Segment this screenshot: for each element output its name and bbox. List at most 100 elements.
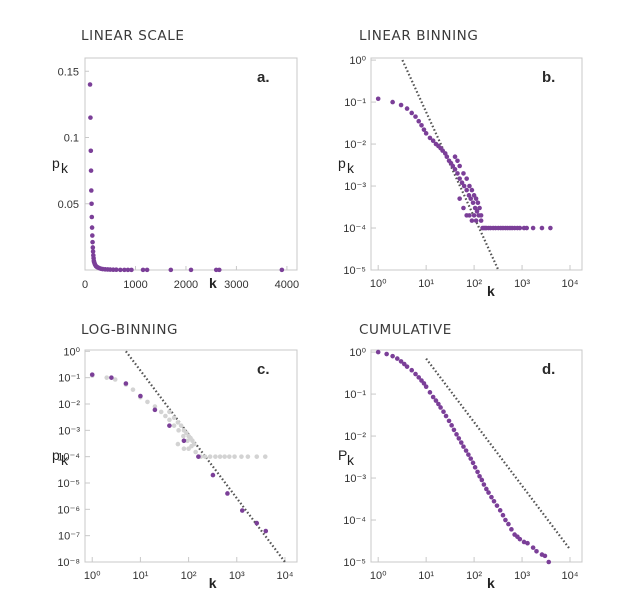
data-point bbox=[517, 536, 523, 542]
data-point bbox=[467, 213, 472, 218]
data-point bbox=[450, 163, 456, 169]
plot-frame bbox=[370, 57, 583, 271]
data-point bbox=[474, 209, 480, 214]
background-data-point bbox=[163, 413, 168, 419]
data-point bbox=[478, 218, 484, 223]
background-data-point bbox=[217, 454, 223, 459]
background-data-point bbox=[112, 377, 118, 382]
background-data-point bbox=[184, 430, 189, 436]
data-point bbox=[509, 527, 514, 532]
data-point bbox=[489, 494, 494, 500]
y-axis-label: p bbox=[52, 155, 60, 171]
data-point bbox=[409, 367, 415, 373]
data-point bbox=[88, 148, 94, 154]
data-point bbox=[457, 176, 462, 181]
data-point bbox=[470, 460, 476, 466]
panel-b: LINEAR BINNING b. 10⁰ 10¹ 10² 10³ 10⁴ 10⁰ 10⁻¹ 10… bbox=[338, 28, 583, 299]
y-tick-label: 10⁻³ bbox=[344, 181, 366, 193]
x-tick-label: 10⁴ bbox=[562, 278, 579, 290]
background-data-point bbox=[213, 454, 218, 459]
data-point bbox=[375, 96, 381, 102]
y-tick-label: 10⁻⁷ bbox=[58, 531, 80, 543]
data-point bbox=[461, 444, 466, 449]
y-tick-label: 10⁻³ bbox=[58, 425, 80, 437]
background-data-point bbox=[104, 375, 110, 380]
data-point bbox=[225, 491, 230, 496]
data-point bbox=[464, 187, 469, 193]
data-point bbox=[478, 213, 484, 218]
x-axis-label: k bbox=[487, 575, 495, 591]
x-tick-label: 10¹ bbox=[418, 278, 434, 290]
data-point bbox=[457, 163, 462, 169]
data-point bbox=[90, 233, 95, 238]
x-tick-label: 10⁰ bbox=[370, 278, 387, 290]
background-data-point bbox=[254, 454, 260, 459]
data-point bbox=[475, 469, 480, 475]
data-point bbox=[452, 154, 458, 159]
data-point bbox=[497, 508, 503, 513]
y-axis-label: P bbox=[338, 447, 347, 463]
data-point bbox=[421, 381, 427, 386]
y-tick-label: 10⁻¹ bbox=[344, 97, 366, 109]
data-point bbox=[463, 448, 469, 453]
y-tick-label: 0.05 bbox=[58, 199, 79, 211]
data-point bbox=[375, 349, 381, 355]
background-data-point bbox=[202, 454, 208, 459]
background-data-point bbox=[181, 433, 186, 439]
data-point bbox=[89, 225, 95, 230]
data-point bbox=[530, 225, 536, 231]
data-point bbox=[436, 401, 441, 407]
panel-label: b. bbox=[542, 69, 555, 86]
data-point bbox=[461, 205, 466, 211]
data-point bbox=[449, 423, 454, 428]
data-point bbox=[123, 381, 129, 386]
data-point bbox=[477, 474, 482, 479]
data-point bbox=[438, 405, 443, 410]
y-axis-label-subscript: k bbox=[61, 452, 69, 468]
data-point bbox=[89, 188, 94, 193]
data-point bbox=[454, 432, 459, 437]
data-point bbox=[491, 498, 497, 504]
data-point bbox=[416, 375, 422, 380]
data-point bbox=[129, 267, 134, 273]
panel-title: LINEAR SCALE bbox=[81, 28, 185, 44]
data-point bbox=[404, 106, 410, 111]
data-point bbox=[398, 359, 404, 364]
background-data-point bbox=[227, 454, 232, 459]
x-tick-label: 10⁴ bbox=[276, 570, 293, 582]
data-point bbox=[122, 267, 127, 273]
data-point bbox=[394, 356, 400, 361]
data-point bbox=[125, 267, 131, 273]
data-point bbox=[470, 200, 476, 206]
panel-label: d. bbox=[542, 361, 555, 378]
panel-title: LOG-BINNING bbox=[81, 322, 178, 338]
data-point bbox=[118, 267, 123, 273]
data-point bbox=[539, 225, 545, 231]
data-point bbox=[89, 201, 94, 207]
data-point bbox=[469, 218, 475, 223]
data-point bbox=[90, 245, 96, 250]
data-point bbox=[521, 539, 527, 545]
panel-title: CUMULATIVE bbox=[359, 322, 452, 338]
data-point bbox=[427, 390, 433, 395]
background-data-point bbox=[232, 454, 237, 459]
data-point bbox=[464, 176, 469, 181]
x-tick-label: 1000 bbox=[123, 279, 147, 291]
data-point bbox=[446, 418, 452, 424]
data-point bbox=[467, 183, 472, 189]
x-tick-label: 10⁰ bbox=[84, 570, 101, 582]
data-point bbox=[534, 548, 539, 554]
data-point bbox=[254, 520, 260, 526]
data-point bbox=[427, 135, 433, 141]
background-data-point bbox=[145, 399, 150, 405]
data-point bbox=[461, 171, 466, 176]
background-data-point bbox=[171, 423, 177, 428]
data-point bbox=[548, 225, 553, 231]
data-point bbox=[210, 472, 216, 478]
data-point bbox=[455, 158, 460, 164]
y-tick-label: 10⁻¹ bbox=[344, 389, 366, 401]
y-tick-label: 10⁻⁶ bbox=[57, 504, 80, 516]
data-point bbox=[517, 225, 523, 231]
y-axis-label-subscript: k bbox=[347, 452, 355, 468]
x-tick-label: 10³ bbox=[514, 570, 530, 582]
